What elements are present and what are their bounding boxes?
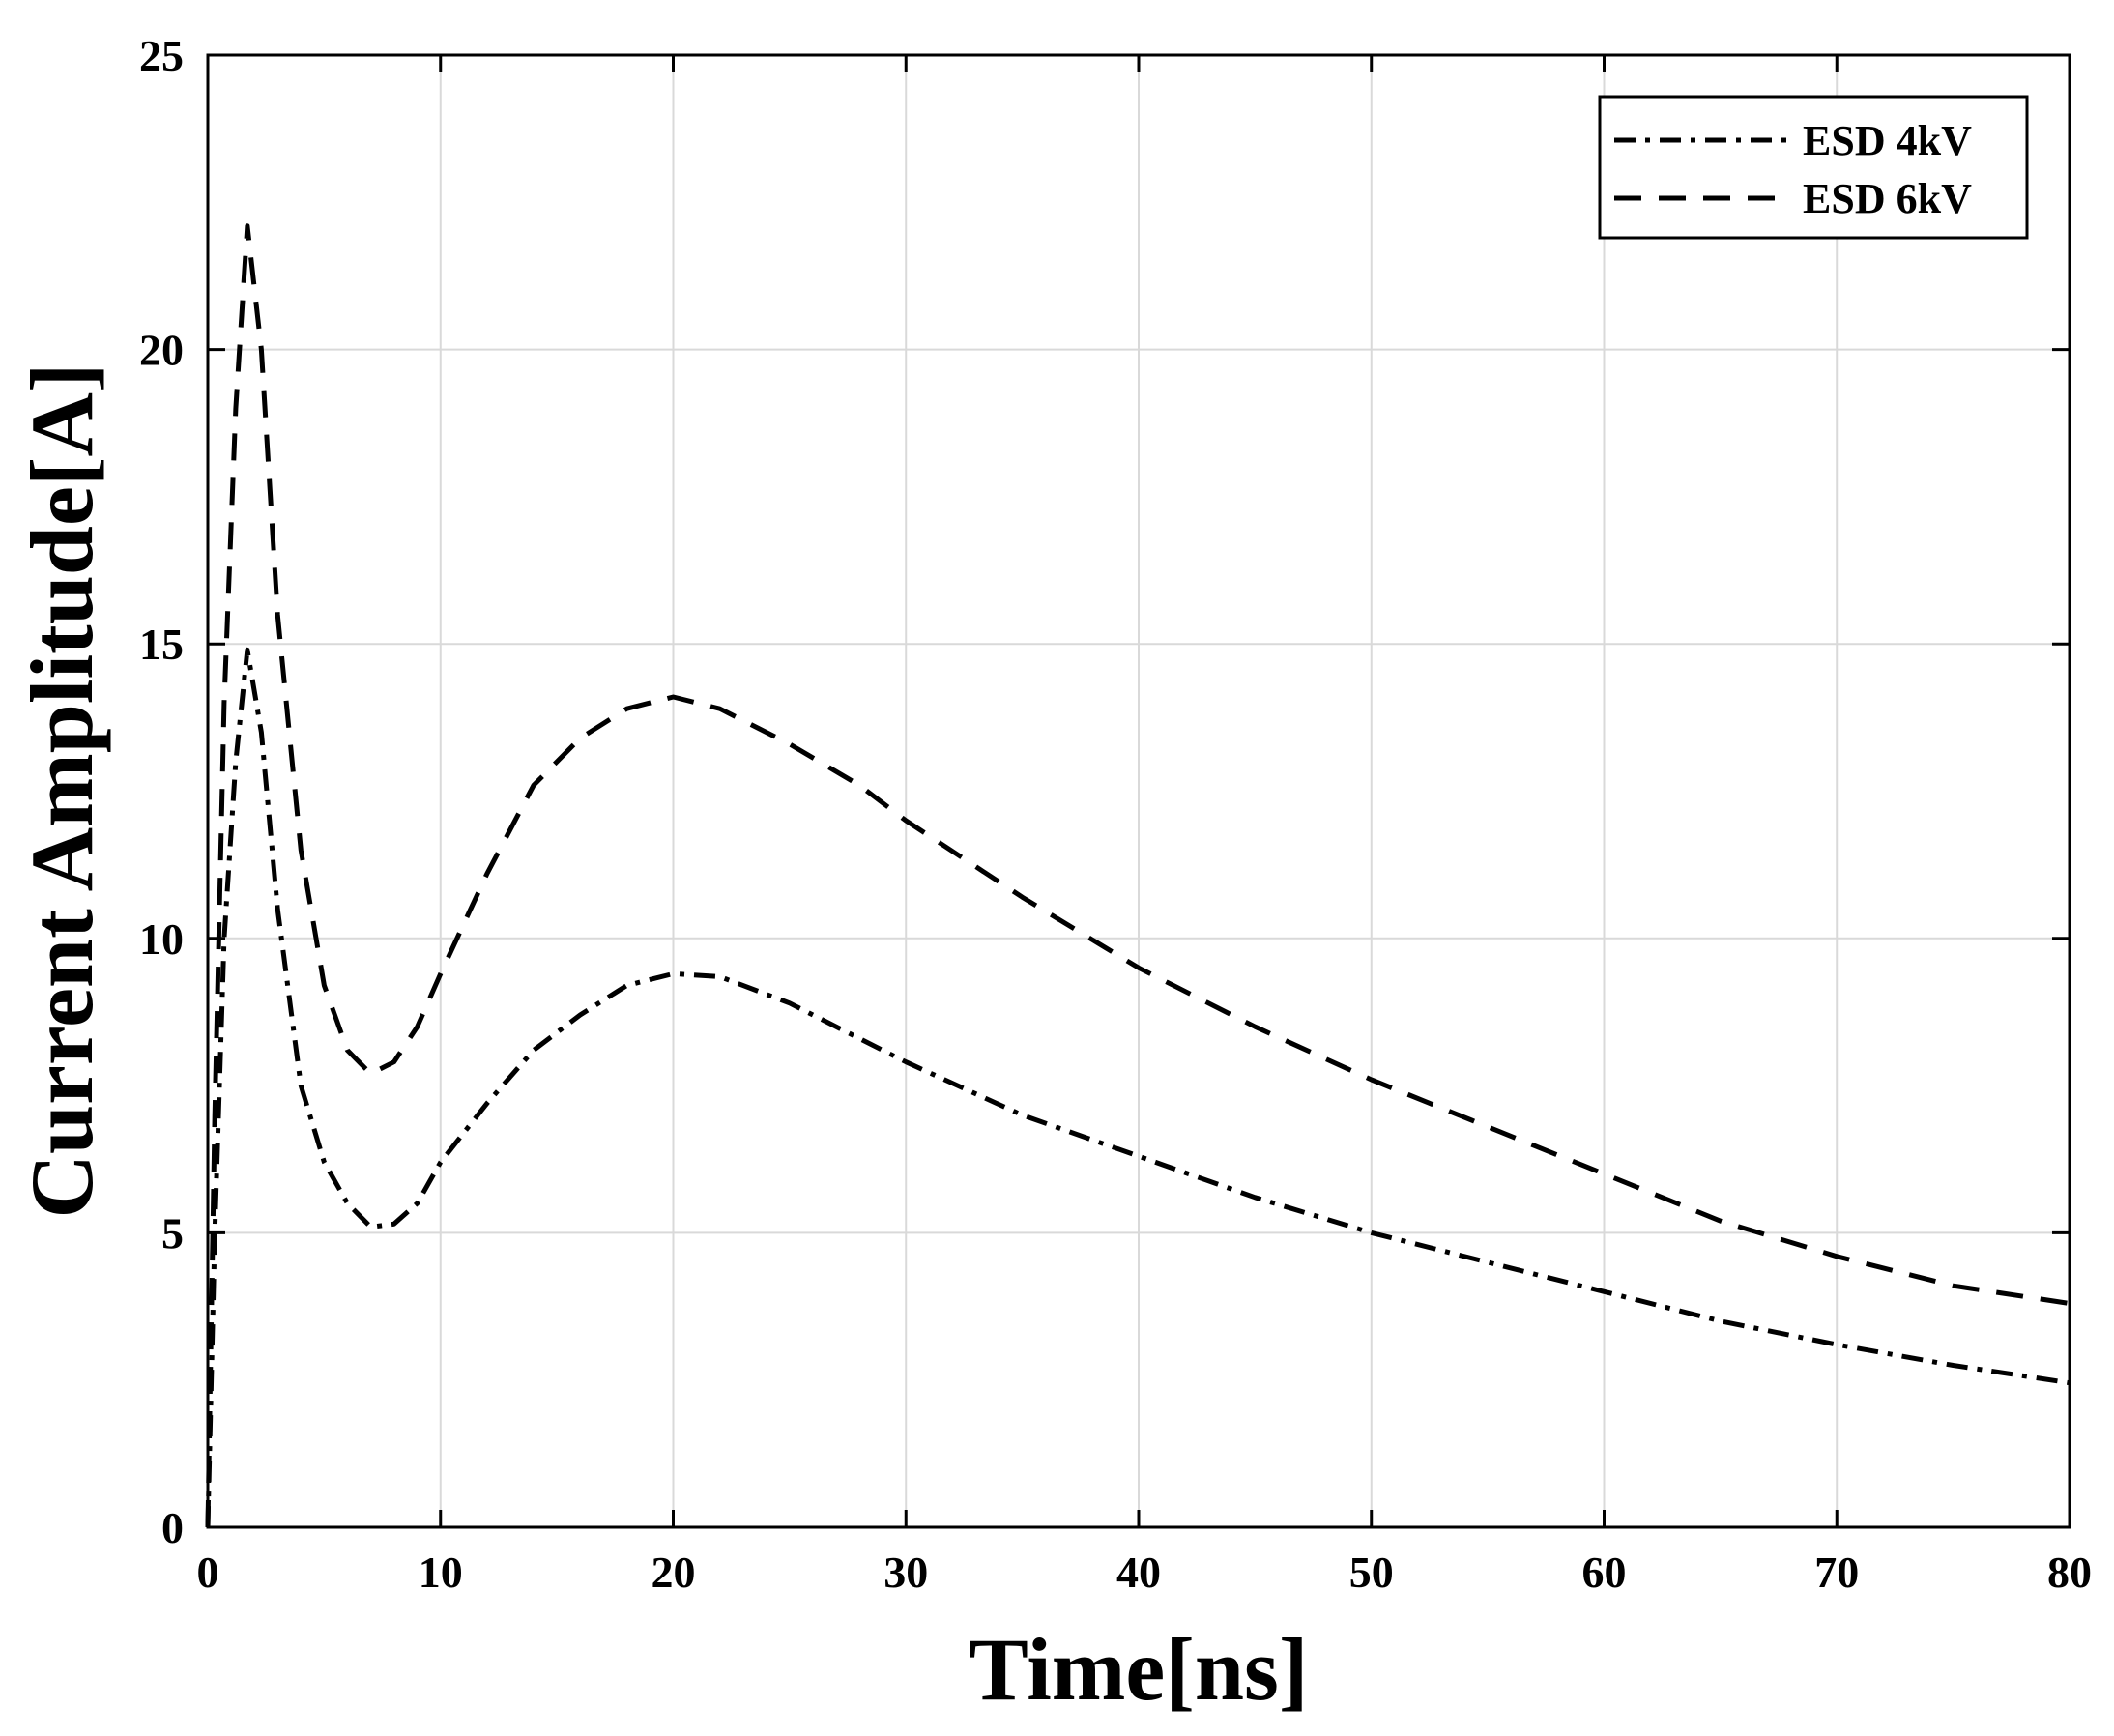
y-tick-label: 20 xyxy=(139,326,184,375)
x-tick-label: 10 xyxy=(419,1548,463,1597)
x-tick-label: 20 xyxy=(652,1548,696,1597)
x-axis-title: Time[ns] xyxy=(970,1620,1309,1719)
axis-ticks xyxy=(206,53,2071,1529)
y-axis-title: Current Amplitude[A] xyxy=(13,362,111,1218)
series-line-esd-6kv xyxy=(205,223,2071,1528)
series-line-esd-4kv xyxy=(205,647,2071,1528)
x-tick-label: 50 xyxy=(1349,1548,1394,1597)
grid-lines xyxy=(208,55,2070,1527)
legend-label-esd-6kv: ESD 6kV xyxy=(1803,175,1972,222)
legend: ESD 4kV ESD 6kV xyxy=(1598,95,2029,240)
x-tick-label: 40 xyxy=(1116,1548,1161,1597)
y-tick-label: 25 xyxy=(139,31,184,80)
y-tick-label: 10 xyxy=(139,914,184,964)
x-tick-label: 60 xyxy=(1582,1548,1627,1597)
legend-label-esd-4kv: ESD 4kV xyxy=(1803,117,1972,164)
y-axis-tick-labels: 0 5 10 15 20 25 xyxy=(139,31,184,1552)
legend-box xyxy=(1598,95,2029,240)
x-tick-label: 70 xyxy=(1814,1548,1859,1597)
x-tick-label: 30 xyxy=(883,1548,928,1597)
x-tick-label: 80 xyxy=(2047,1548,2092,1597)
y-tick-label: 5 xyxy=(161,1208,184,1258)
series-layer xyxy=(205,223,2071,1528)
y-tick-label: 0 xyxy=(161,1503,184,1552)
x-axis-tick-labels: 0 10 20 30 40 50 60 70 80 xyxy=(197,1548,2093,1597)
y-tick-label: 15 xyxy=(139,620,184,669)
x-tick-label: 0 xyxy=(197,1548,219,1597)
